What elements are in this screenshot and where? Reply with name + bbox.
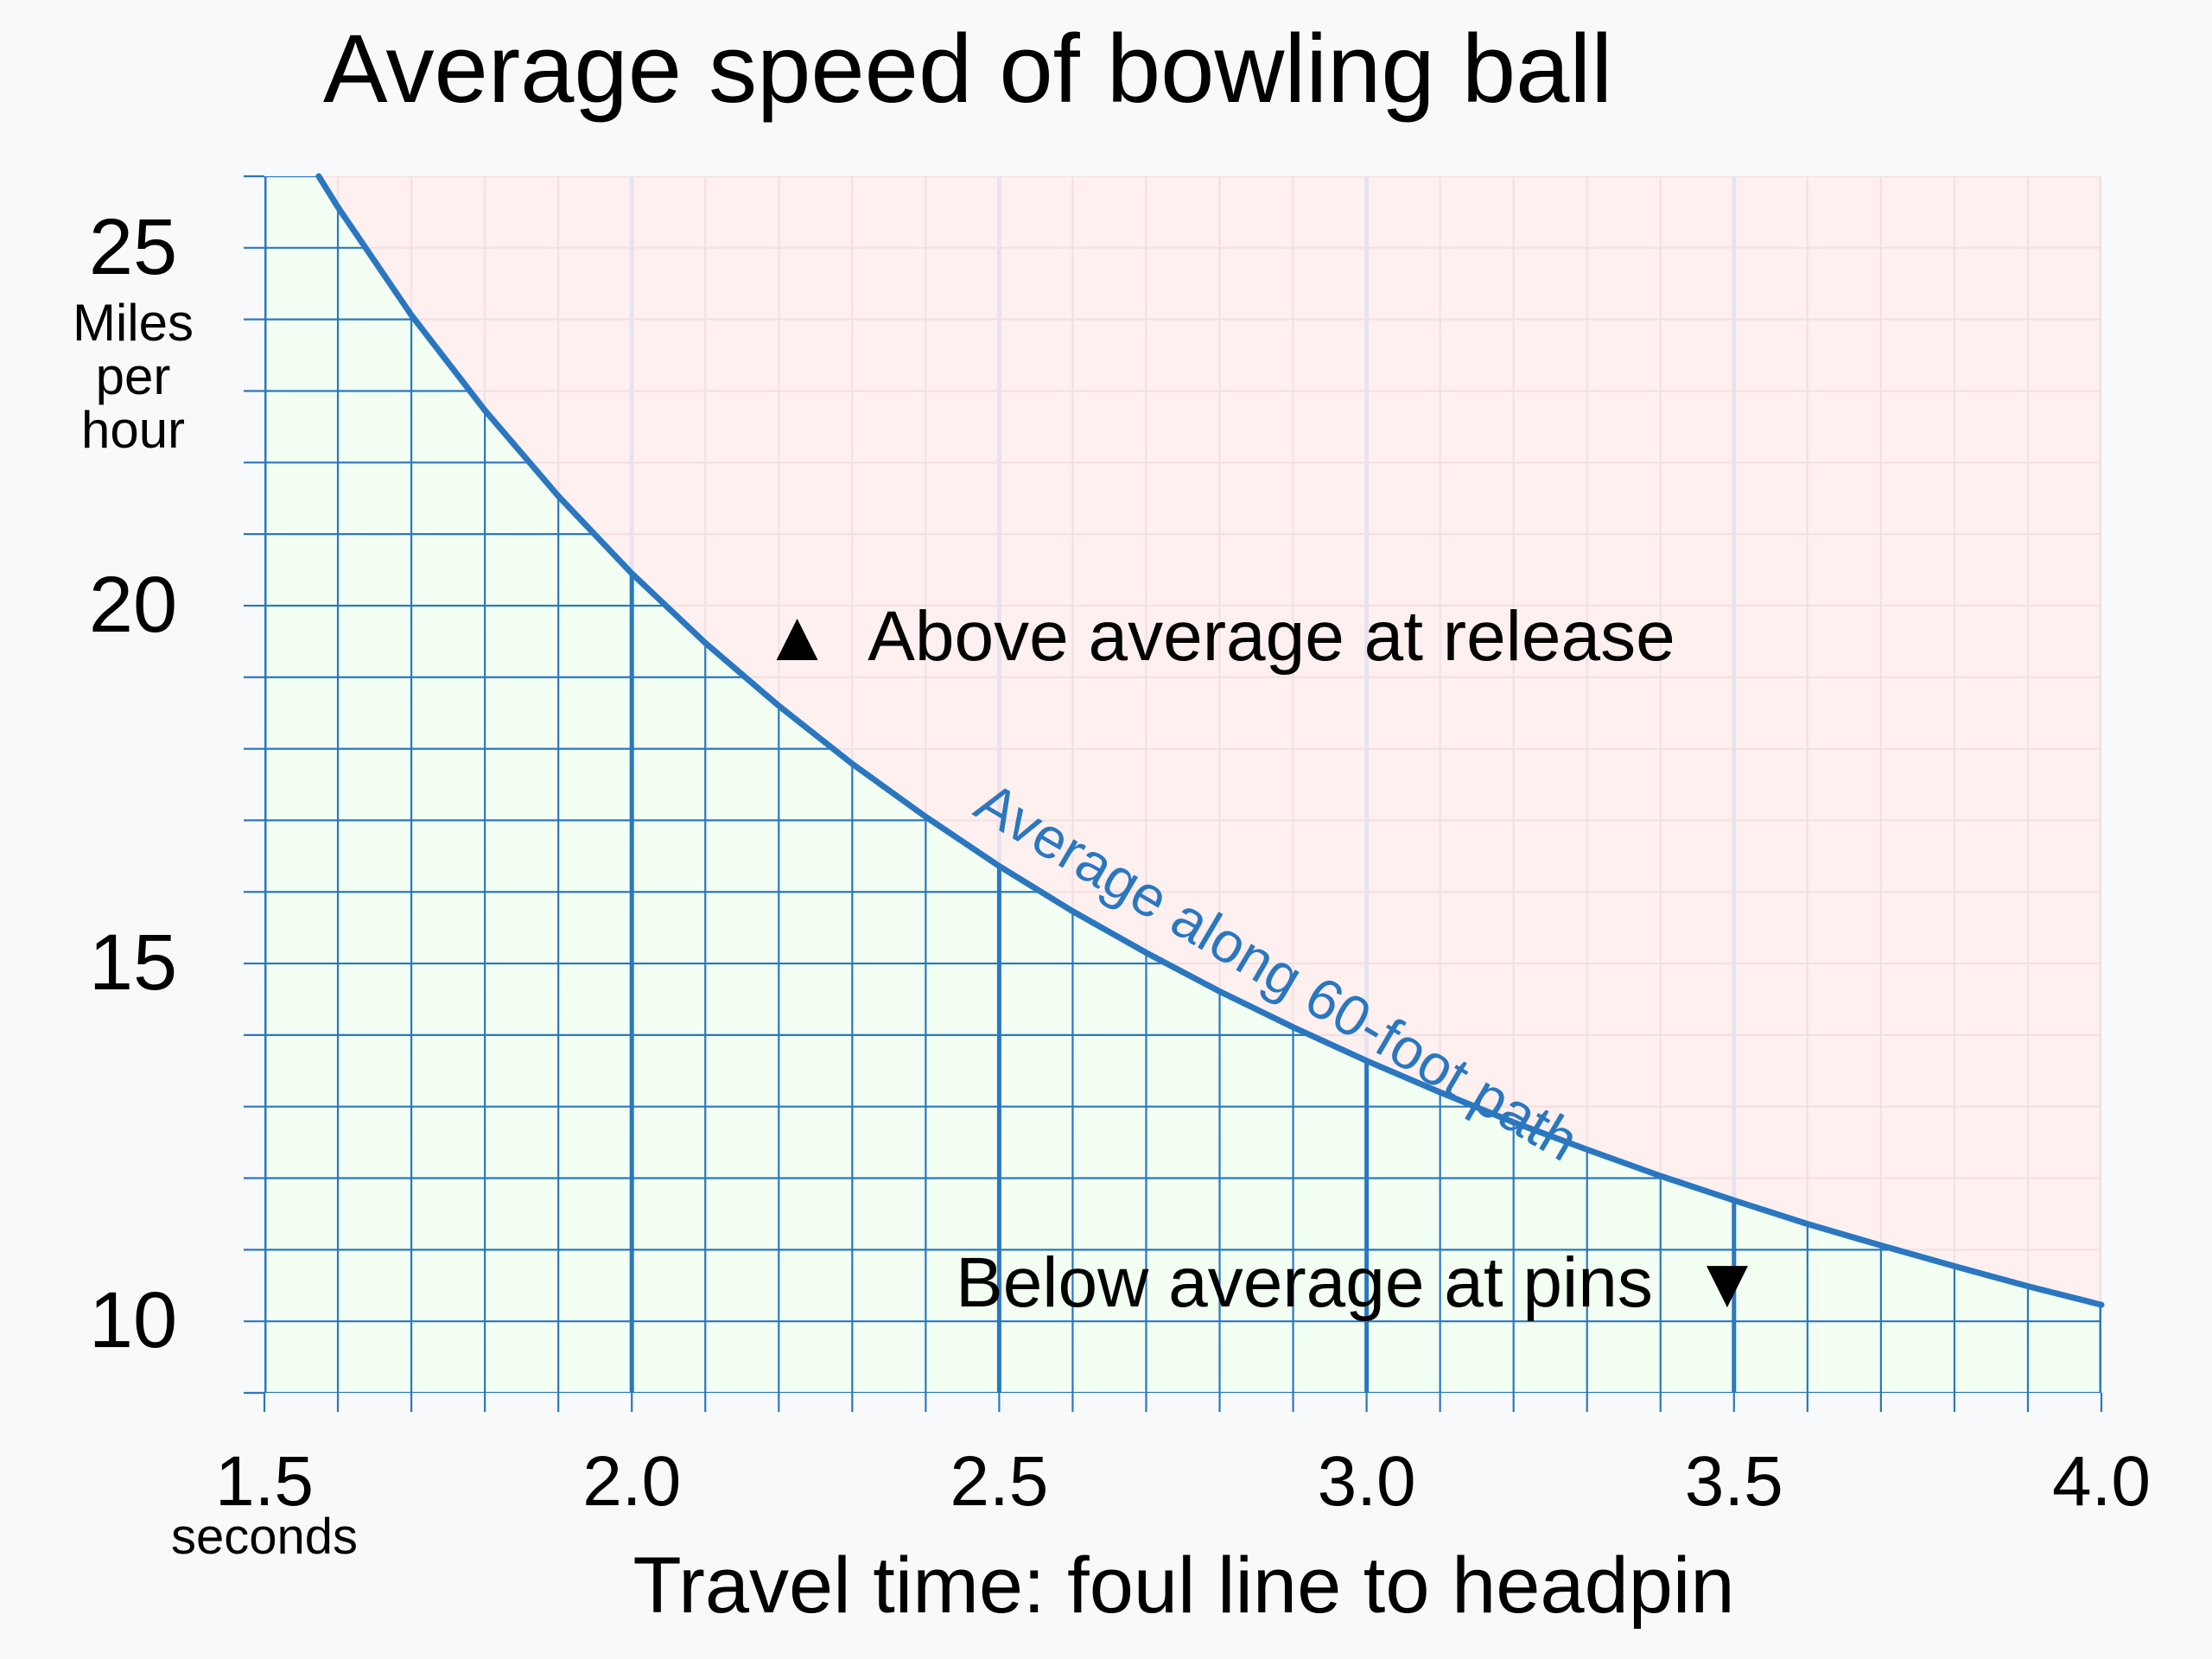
x-tick-label: 4.0 [2052,1442,2151,1521]
x-tick-label: 3.5 [1685,1442,1783,1521]
series-line-average [315,173,2105,1308]
plot-background [264,176,2101,1393]
y-axis-ticks: 10 15 20 25 [89,175,264,1395]
x-axis-unit: seconds [171,1509,358,1565]
x-axis-ticks: 1.5 2.0 2.5 3.0 3.5 4.0 [215,1393,2151,1521]
y-tick-label: 20 [89,561,177,649]
y-axis-label-line: Miles [73,294,194,352]
x-tick-label: 3.0 [1318,1442,1416,1521]
annotation-below: Below average at pins ▼ [956,1243,1763,1322]
y-tick-label: 10 [89,1276,177,1364]
y-axis-label-line: hour [81,401,185,459]
x-tick-label: 2.5 [950,1442,1048,1521]
series-layer [315,173,2105,1308]
annotation-above: ▲ Above average at release [762,597,1675,676]
x-tick-label: 1.5 [215,1442,314,1521]
chart-title: Average speed of bowling ball [323,15,1612,123]
y-tick-label: 15 [89,918,177,1007]
y-tick-label: 25 [89,203,177,291]
y-axis-label-line: per [96,347,171,405]
x-axis-label: Travel time: foul line to headpin [632,1541,1734,1630]
x-tick-label: 2.0 [582,1442,681,1521]
below-average-region [264,176,2101,1393]
above-average-region [318,176,2101,1306]
